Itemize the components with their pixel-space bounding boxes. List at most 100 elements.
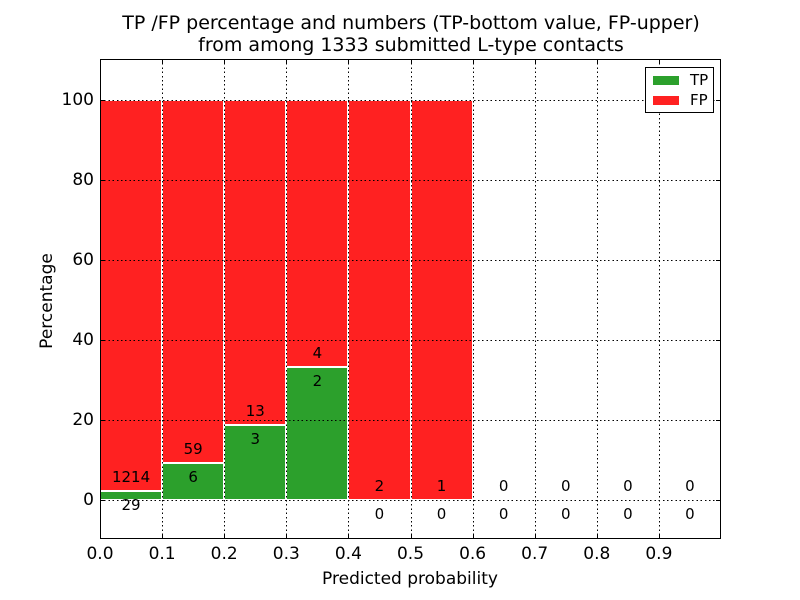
- tp-count-label: 29: [121, 495, 141, 514]
- tp-count-label: 2: [312, 371, 323, 390]
- x-tick-mark-top: [347, 59, 349, 64]
- v-gridline: [348, 59, 349, 539]
- fp-bar-segment: [348, 100, 411, 500]
- x-tick-mark-bottom: [223, 534, 225, 539]
- h-gridline: [100, 500, 721, 501]
- fp-bar-segment: [100, 100, 162, 491]
- tp-count-label: 0: [498, 505, 509, 523]
- x-tick-mark-bottom: [161, 534, 163, 539]
- h-gridline: [100, 260, 721, 261]
- tp-count-label: 0: [560, 505, 571, 523]
- tp-bar-segment: [286, 366, 348, 500]
- x-tick-mark-top: [410, 59, 412, 64]
- tp-bar-segment: [162, 463, 224, 500]
- fp-count-label: 1: [436, 477, 447, 495]
- v-gridline: [224, 59, 225, 539]
- x-tick-mark-bottom: [285, 534, 287, 539]
- fp-bar-segment: [411, 100, 473, 500]
- y-tick-label: 0: [83, 490, 94, 510]
- fp-count-label: 2: [374, 477, 385, 495]
- x-tick-mark-bottom: [534, 534, 536, 539]
- x-tick-label: 0.6: [459, 544, 487, 564]
- v-gridline: [162, 59, 163, 539]
- x-tick-mark-top: [596, 59, 598, 64]
- h-gridline: [100, 340, 721, 341]
- legend-item-tp: TP: [653, 72, 708, 88]
- x-tick-label: 0.4: [334, 544, 362, 564]
- x-tick-label: 0.8: [583, 544, 611, 564]
- v-gridline: [286, 59, 287, 539]
- x-tick-label: 0.9: [645, 544, 673, 564]
- fp-count-label: 4: [312, 343, 323, 362]
- tp-count-label: 0: [685, 505, 695, 523]
- x-tick-label: 0.0: [86, 544, 114, 564]
- x-tick-mark-top: [472, 59, 474, 64]
- y-tick-label: 40: [72, 330, 94, 350]
- x-tick-mark-top: [223, 59, 225, 64]
- legend-item-fp: FP: [653, 92, 708, 108]
- y-tick-mark-left: [100, 179, 105, 181]
- y-tick-label: 80: [72, 170, 94, 190]
- y-tick-mark-right: [716, 99, 721, 101]
- fp-count-label: 59: [183, 440, 203, 459]
- x-tick-mark-top: [285, 59, 287, 64]
- v-gridline: [597, 59, 598, 539]
- x-tick-mark-top: [161, 59, 163, 64]
- fp-count-label: 0: [685, 477, 695, 495]
- h-gridline: [100, 420, 721, 421]
- x-tick-mark-bottom: [596, 534, 598, 539]
- fp-color-swatch: [653, 95, 679, 105]
- v-gridline: [535, 59, 536, 539]
- h-gridline: [100, 180, 721, 181]
- x-tick-mark-bottom: [658, 534, 660, 539]
- x-tick-label: 0.1: [148, 544, 176, 564]
- x-tick-mark-bottom: [410, 534, 412, 539]
- v-gridline: [659, 59, 660, 539]
- chart-title-line2: from among 1333 submitted L-type contact…: [198, 34, 624, 56]
- v-gridline: [411, 59, 412, 539]
- x-tick-mark-bottom: [347, 534, 349, 539]
- tp-count-label: 0: [436, 505, 447, 523]
- y-tick-label: 20: [72, 410, 94, 430]
- chart-title-line1: TP /FP percentage and numbers (TP-bottom…: [122, 12, 700, 34]
- x-tick-mark-top: [658, 59, 660, 64]
- y-tick-mark-left: [100, 259, 105, 261]
- h-gridline: [100, 100, 721, 101]
- x-tick-label: 0.7: [521, 544, 549, 564]
- v-gridline: [473, 59, 474, 539]
- y-tick-label: 100: [61, 90, 94, 110]
- fp-bar-segment: [286, 100, 348, 367]
- y-tick-mark-left: [100, 499, 105, 501]
- fp-bar-segment: [224, 100, 286, 425]
- y-tick-mark-right: [716, 339, 721, 341]
- legend-label-fp: FP: [690, 91, 708, 109]
- y-tick-mark-right: [716, 419, 721, 421]
- chart-title: TP /FP percentage and numbers (TP-bottom…: [122, 12, 700, 56]
- fp-count-label: 0: [623, 477, 633, 495]
- x-tick-label: 0.3: [272, 544, 300, 564]
- fp-count-label: 0: [498, 477, 509, 495]
- tp-count-label: 0: [374, 505, 385, 523]
- y-tick-label: 60: [72, 250, 94, 270]
- x-tick-label: 0.5: [396, 544, 425, 564]
- legend: TP FP: [645, 67, 714, 113]
- plot-area: TP FP 1214 29 59 6 13 3 4 2 2 0 1 0 0 0 0 0 0 0 0 0: [100, 59, 721, 539]
- y-tick-mark-right: [716, 499, 721, 501]
- tp-count-label: 6: [188, 468, 198, 487]
- y-tick-mark-right: [716, 179, 721, 181]
- x-axis-label: Predicted probability: [322, 569, 498, 589]
- y-tick-mark-left: [100, 339, 105, 341]
- fp-count-label: 0: [560, 477, 571, 495]
- x-tick-mark-top: [534, 59, 536, 64]
- x-tick-label: 0.2: [210, 544, 238, 564]
- y-tick-mark-left: [100, 99, 105, 101]
- fp-bar-segment: [162, 100, 224, 464]
- fp-count-label: 13: [245, 402, 265, 420]
- tp-count-label: 0: [623, 505, 633, 523]
- tp-count-label: 3: [250, 430, 261, 448]
- y-tick-mark-right: [716, 259, 721, 261]
- fp-count-label: 1214: [111, 467, 151, 486]
- x-tick-mark-bottom: [472, 534, 474, 539]
- legend-label-tp: TP: [690, 71, 709, 89]
